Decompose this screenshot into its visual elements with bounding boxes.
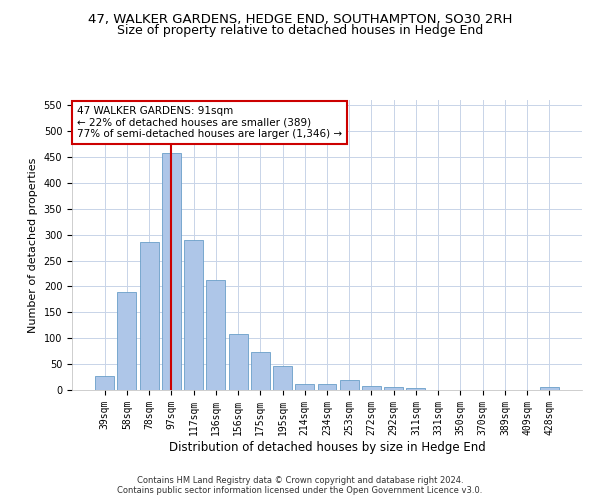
Bar bbox=[184, 240, 203, 390]
Bar bbox=[295, 384, 314, 390]
Bar bbox=[251, 352, 270, 390]
Bar bbox=[118, 292, 136, 390]
Bar bbox=[140, 242, 158, 390]
Bar bbox=[406, 388, 425, 390]
Bar bbox=[273, 366, 292, 390]
Bar bbox=[229, 334, 248, 390]
Bar bbox=[317, 384, 337, 390]
Bar bbox=[95, 376, 114, 390]
Bar bbox=[206, 280, 225, 390]
Text: 47 WALKER GARDENS: 91sqm
← 22% of detached houses are smaller (389)
77% of semi-: 47 WALKER GARDENS: 91sqm ← 22% of detach… bbox=[77, 106, 342, 139]
Bar bbox=[162, 154, 181, 390]
Bar bbox=[362, 386, 381, 390]
Bar bbox=[340, 380, 359, 390]
Text: Contains HM Land Registry data © Crown copyright and database right 2024.
Contai: Contains HM Land Registry data © Crown c… bbox=[118, 476, 482, 495]
Text: 47, WALKER GARDENS, HEDGE END, SOUTHAMPTON, SO30 2RH: 47, WALKER GARDENS, HEDGE END, SOUTHAMPT… bbox=[88, 12, 512, 26]
Bar bbox=[540, 388, 559, 390]
X-axis label: Distribution of detached houses by size in Hedge End: Distribution of detached houses by size … bbox=[169, 440, 485, 454]
Y-axis label: Number of detached properties: Number of detached properties bbox=[28, 158, 38, 332]
Bar bbox=[384, 388, 403, 390]
Text: Size of property relative to detached houses in Hedge End: Size of property relative to detached ho… bbox=[117, 24, 483, 37]
